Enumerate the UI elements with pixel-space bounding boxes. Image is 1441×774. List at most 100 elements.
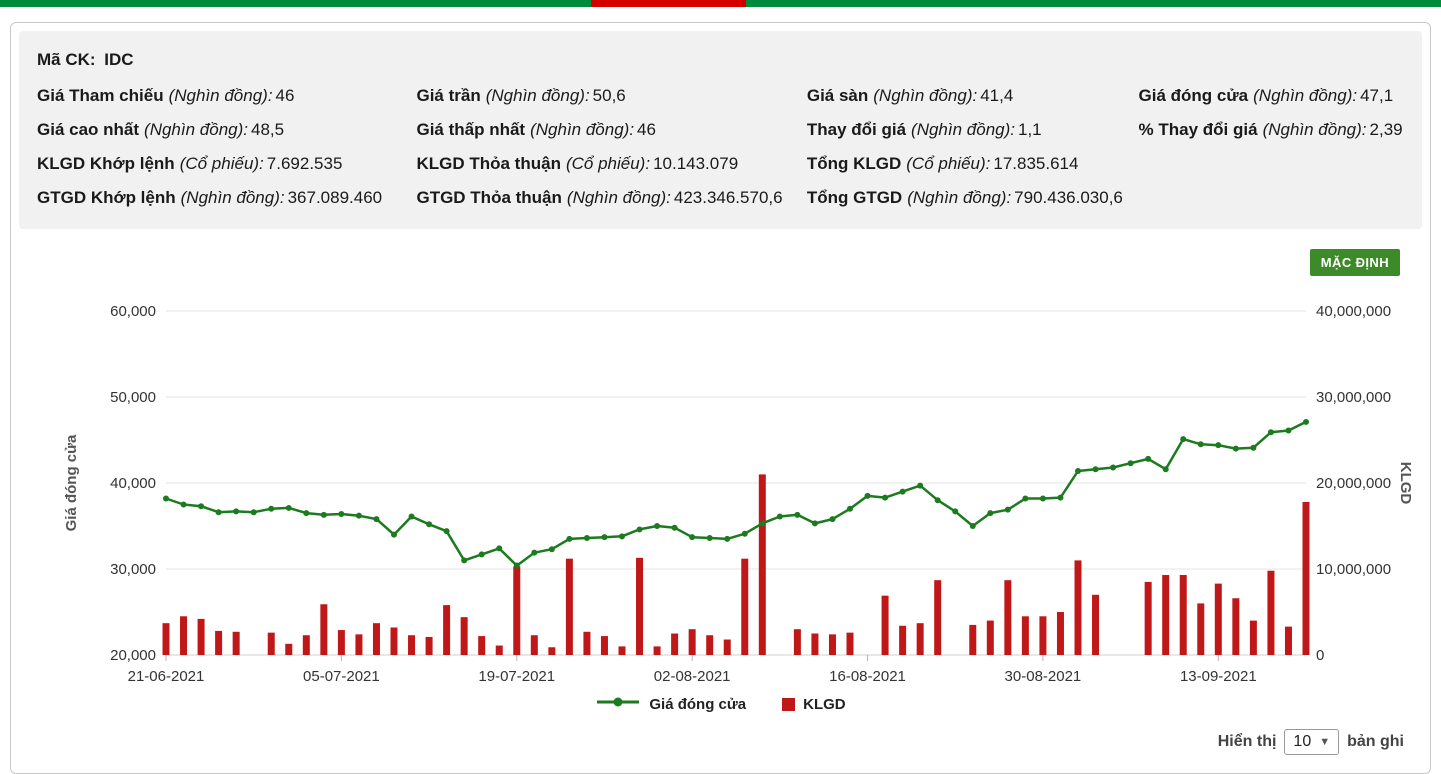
volume-bar[interactable]	[828, 634, 836, 655]
volume-bar[interactable]	[582, 631, 590, 655]
volume-bar[interactable]	[1302, 501, 1309, 655]
price-point[interactable]	[600, 534, 607, 541]
price-point[interactable]	[162, 495, 169, 502]
price-point[interactable]	[723, 535, 730, 542]
volume-bar[interactable]	[1214, 583, 1222, 655]
volume-bar[interactable]	[407, 635, 415, 655]
volume-bar[interactable]	[1249, 620, 1257, 655]
volume-bar[interactable]	[670, 633, 678, 656]
volume-bar[interactable]	[530, 635, 538, 655]
price-point[interactable]	[671, 524, 678, 531]
volume-bar[interactable]	[162, 623, 169, 655]
price-point[interactable]	[618, 533, 625, 540]
volume-bar[interactable]	[1231, 598, 1239, 655]
volume-bar[interactable]	[179, 616, 187, 655]
price-point[interactable]	[372, 516, 379, 523]
volume-bar[interactable]	[933, 580, 941, 655]
price-point[interactable]	[864, 492, 871, 499]
volume-bar[interactable]	[495, 645, 503, 655]
volume-bar[interactable]	[1091, 594, 1099, 655]
price-point[interactable]	[969, 523, 976, 529]
volume-bar[interactable]	[565, 558, 573, 655]
price-point[interactable]	[320, 511, 327, 518]
price-point[interactable]	[1074, 467, 1081, 474]
volume-bar[interactable]	[302, 635, 310, 655]
volume-bar[interactable]	[1074, 560, 1081, 655]
volume-bar[interactable]	[1179, 575, 1187, 655]
price-point[interactable]	[951, 508, 958, 515]
price-point[interactable]	[443, 528, 450, 535]
volume-bar[interactable]	[916, 623, 924, 655]
volume-bar[interactable]	[284, 643, 292, 655]
price-point[interactable]	[548, 546, 555, 553]
price-point[interactable]	[1039, 495, 1046, 502]
price-point[interactable]	[513, 562, 520, 569]
price-point[interactable]	[1284, 427, 1291, 434]
price-point[interactable]	[1021, 495, 1028, 502]
price-point[interactable]	[741, 530, 748, 537]
chart-svg[interactable]: 20,000 30,000 40,000 50,000 60,000 0 10,000,00…	[21, 243, 1421, 693]
price-point[interactable]	[706, 535, 713, 542]
volume-bar[interactable]	[810, 633, 818, 656]
price-volume-chart[interactable]: 20,000 30,000 40,000 50,000 60,000 0 10,000,00…	[11, 243, 1430, 693]
price-point[interactable]	[1092, 466, 1099, 473]
volume-bar[interactable]	[986, 620, 994, 655]
price-point[interactable]	[180, 501, 187, 508]
price-point[interactable]	[197, 503, 204, 510]
price-point[interactable]	[811, 520, 818, 527]
price-point[interactable]	[1197, 441, 1204, 448]
price-point[interactable]	[215, 509, 222, 516]
volume-bar[interactable]	[618, 646, 625, 655]
price-point[interactable]	[337, 510, 344, 517]
price-point[interactable]	[285, 504, 292, 511]
price-point[interactable]	[758, 520, 765, 527]
price-point[interactable]	[232, 508, 239, 515]
volume-bar[interactable]	[267, 632, 275, 655]
price-point[interactable]	[793, 511, 800, 518]
price-point[interactable]	[1249, 444, 1256, 451]
volume-bar[interactable]	[635, 557, 643, 655]
price-point[interactable]	[583, 535, 590, 542]
volume-bar[interactable]	[705, 635, 713, 655]
price-point[interactable]	[776, 513, 783, 520]
volume-bar[interactable]	[653, 646, 661, 655]
price-point[interactable]	[828, 516, 835, 523]
volume-bar[interactable]	[319, 604, 327, 655]
volume-bar[interactable]	[723, 639, 731, 655]
volume-bar[interactable]	[740, 558, 748, 655]
volume-bar[interactable]	[758, 474, 766, 655]
price-point[interactable]	[408, 513, 415, 520]
price-point[interactable]	[1267, 429, 1274, 436]
price-point[interactable]	[1214, 442, 1221, 449]
price-point[interactable]	[1179, 436, 1186, 443]
price-point[interactable]	[688, 534, 695, 541]
legend-item-price[interactable]: Giá đóng cửa	[595, 695, 746, 713]
price-point[interactable]	[355, 512, 362, 519]
price-point[interactable]	[1056, 494, 1063, 501]
volume-bar[interactable]	[1196, 603, 1204, 655]
volume-bar[interactable]	[968, 624, 976, 655]
volume-bar[interactable]	[1021, 616, 1029, 655]
price-point[interactable]	[899, 488, 906, 495]
price-point[interactable]	[1144, 455, 1151, 462]
price-point[interactable]	[390, 531, 397, 538]
volume-bar[interactable]	[337, 630, 345, 655]
price-point[interactable]	[916, 482, 923, 489]
default-button[interactable]: MẶC ĐỊNH	[1309, 249, 1400, 276]
price-point[interactable]	[1004, 506, 1011, 513]
volume-bar[interactable]	[547, 647, 555, 655]
volume-bar[interactable]	[1266, 570, 1274, 655]
price-point[interactable]	[495, 545, 502, 552]
volume-bar[interactable]	[442, 605, 450, 655]
price-line[interactable]	[165, 420, 1307, 567]
volume-bar[interactable]	[1144, 581, 1152, 655]
volume-bar[interactable]	[232, 631, 240, 655]
price-point[interactable]	[267, 505, 274, 512]
volume-bar[interactable]	[600, 636, 608, 655]
price-point[interactable]	[302, 510, 309, 517]
volume-bar[interactable]	[793, 629, 801, 655]
volume-bar[interactable]	[372, 623, 380, 655]
price-point[interactable]	[478, 551, 485, 558]
price-point[interactable]	[1302, 418, 1309, 425]
volume-bar[interactable]	[477, 636, 485, 655]
